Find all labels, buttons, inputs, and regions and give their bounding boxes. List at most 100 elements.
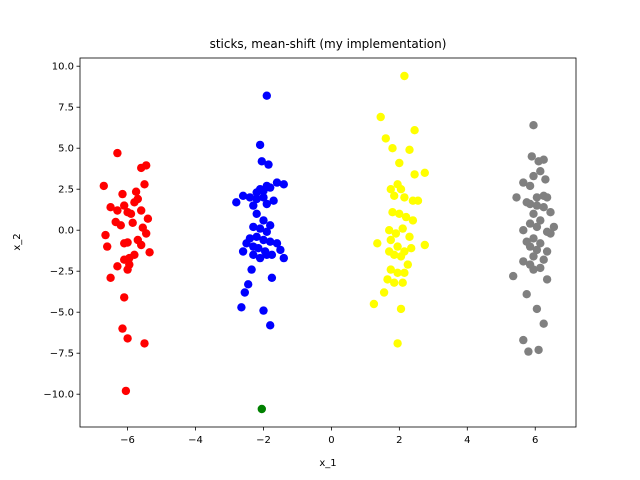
data-point xyxy=(529,171,538,181)
data-point xyxy=(400,193,409,202)
data-point xyxy=(255,253,265,263)
data-point xyxy=(509,271,518,281)
data-point xyxy=(519,226,528,235)
data-point xyxy=(106,203,115,212)
data-point xyxy=(383,275,392,284)
data-point xyxy=(137,240,146,250)
data-point xyxy=(393,268,402,277)
data-point xyxy=(407,244,416,253)
data-point xyxy=(529,265,538,274)
data-point xyxy=(532,222,542,232)
data-point xyxy=(400,71,409,81)
x-tick-label: 0 xyxy=(328,435,334,446)
y-tick-label: 7.5 xyxy=(58,103,74,114)
data-point xyxy=(542,247,552,256)
data-point xyxy=(534,345,543,355)
data-point xyxy=(369,299,379,309)
data-point xyxy=(279,253,288,263)
data-point xyxy=(519,178,528,187)
data-point xyxy=(106,273,115,282)
data-point xyxy=(532,201,542,210)
data-point xyxy=(410,126,419,135)
data-point xyxy=(266,237,275,246)
data-point xyxy=(267,273,277,282)
data-point xyxy=(381,134,390,143)
data-point xyxy=(420,168,429,177)
data-point xyxy=(532,193,542,202)
data-point xyxy=(140,339,149,348)
data-point xyxy=(126,209,136,218)
data-point xyxy=(542,193,552,202)
x-tick-label: −4 xyxy=(188,435,203,446)
y-tick-label: −10.0 xyxy=(43,390,74,401)
data-point xyxy=(247,265,256,274)
data-point xyxy=(420,240,429,250)
y-tick-label: 0.0 xyxy=(58,226,74,237)
data-point xyxy=(408,216,418,225)
data-point xyxy=(403,260,412,269)
data-point xyxy=(242,239,251,248)
data-point xyxy=(133,194,142,204)
y-tick-label: 5.0 xyxy=(58,144,74,155)
data-point xyxy=(401,212,411,222)
data-point xyxy=(405,232,414,241)
data-point xyxy=(529,209,538,218)
data-point xyxy=(276,245,285,255)
data-point xyxy=(379,288,389,297)
data-point xyxy=(266,183,275,192)
data-point xyxy=(542,275,552,284)
data-point xyxy=(238,191,248,200)
data-point xyxy=(536,216,545,225)
data-point xyxy=(410,170,419,179)
data-point xyxy=(266,221,275,230)
data-point xyxy=(519,335,528,345)
data-point xyxy=(529,121,538,130)
data-point xyxy=(396,304,406,314)
data-point xyxy=(400,268,409,277)
data-point xyxy=(140,180,149,189)
data-point xyxy=(546,208,555,217)
data-point xyxy=(527,152,536,161)
data-point xyxy=(259,193,268,202)
x-tick-label: 6 xyxy=(532,435,538,446)
data-point xyxy=(113,206,122,215)
data-point xyxy=(264,160,273,169)
data-point xyxy=(532,245,542,255)
data-point xyxy=(385,226,394,235)
data-point xyxy=(525,199,535,209)
data-point xyxy=(398,278,407,287)
data-point xyxy=(257,157,266,166)
y-tick-label: −2.5 xyxy=(50,267,74,278)
data-point xyxy=(128,218,137,227)
data-point xyxy=(549,222,559,232)
data-point xyxy=(131,187,141,196)
data-point xyxy=(254,244,263,253)
data-point xyxy=(536,239,545,248)
data-point xyxy=(113,262,122,271)
x-axis-label: x_1 xyxy=(319,458,336,469)
data-point xyxy=(546,229,555,238)
y-axis: −10.0 −7.5 −5.0 −2.5 0.0 2.5 5.0 7.5 10.0 xyxy=(43,62,80,401)
data-point xyxy=(249,201,258,210)
x-tick-label: 4 xyxy=(464,435,470,446)
data-point xyxy=(539,255,548,264)
data-point xyxy=(529,252,538,261)
data-point xyxy=(396,252,406,261)
x-axis: −6 −4 −2 0 2 4 6 xyxy=(120,427,538,446)
data-point xyxy=(539,203,548,212)
data-point xyxy=(252,232,261,241)
data-point xyxy=(145,248,154,257)
data-point xyxy=(398,224,407,233)
data-point xyxy=(262,250,271,259)
chart-title: sticks, mean-shift (my implementation) xyxy=(210,37,447,51)
data-point xyxy=(525,219,535,228)
data-point xyxy=(388,208,397,217)
data-point xyxy=(390,250,399,259)
data-point xyxy=(272,239,282,248)
data-point xyxy=(524,347,533,356)
data-point xyxy=(238,247,248,256)
data-point xyxy=(525,242,535,251)
data-point xyxy=(249,222,258,232)
data-point xyxy=(512,193,521,202)
data-point xyxy=(245,193,255,202)
